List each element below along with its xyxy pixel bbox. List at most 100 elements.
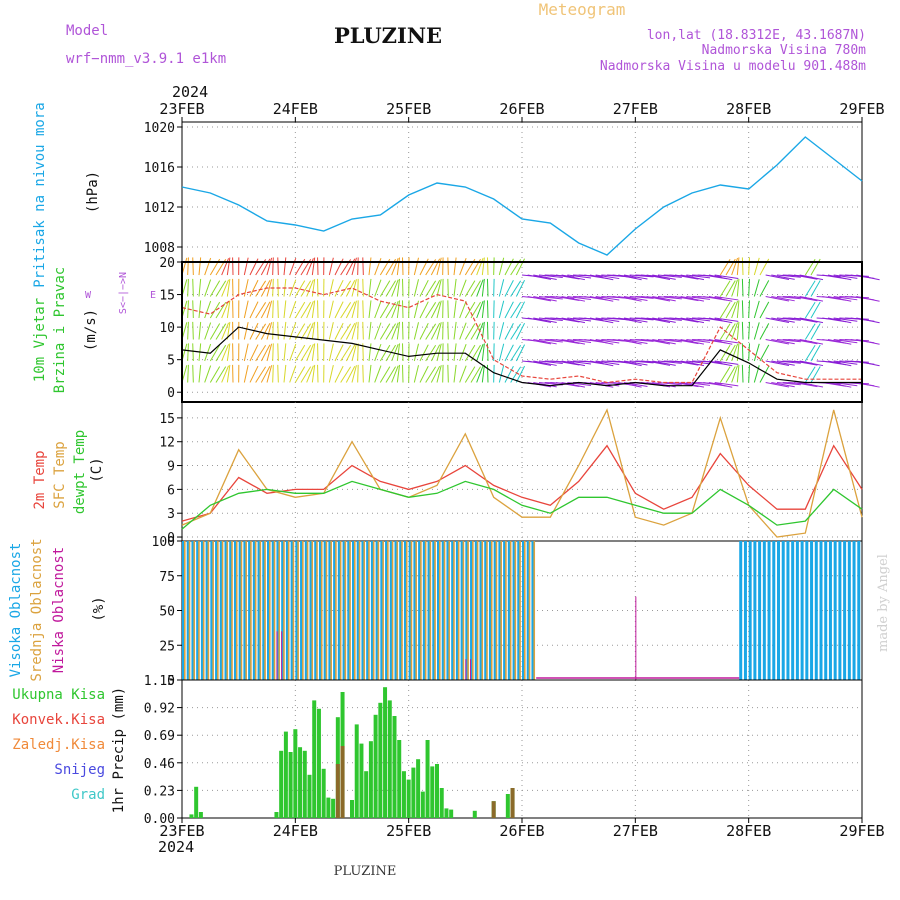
cloud-mid-bar	[528, 541, 531, 680]
wind-arrow	[741, 321, 744, 340]
wind-arrow	[419, 279, 429, 297]
cloud-high-bar	[243, 541, 247, 680]
cloud-mid-bar	[278, 541, 281, 680]
cloud-legend-1: Visoka Oblacnost	[8, 543, 24, 678]
wind-arrow	[776, 296, 801, 300]
cloud-mid-bar	[273, 541, 276, 680]
wind-arrow	[833, 274, 858, 279]
cloud-high-bar	[479, 541, 483, 680]
wind-arrow	[486, 278, 489, 297]
precip-total-bar	[279, 750, 284, 818]
temp-legend-2: SFC Temp	[52, 441, 68, 508]
wind-arrow	[759, 366, 770, 383]
wind-arrow	[215, 344, 227, 362]
wind-arrow	[776, 381, 801, 386]
cloud-mid-bar	[311, 541, 314, 680]
precip-total-bar	[449, 809, 454, 818]
wind-arrow	[283, 321, 287, 340]
wind-arrow	[215, 323, 227, 340]
precip-legend-conv: Konvek.Kisa	[12, 712, 105, 728]
wind-ytick-label: 10	[159, 321, 175, 336]
wind-arrow	[731, 279, 739, 297]
cloud-high-bar	[342, 541, 346, 680]
precip-total-bar	[406, 779, 411, 818]
wind-arrow	[476, 343, 484, 362]
wind-arrow	[731, 365, 739, 383]
wind-arrow	[804, 301, 816, 319]
wind-arrow	[362, 321, 364, 340]
wind-arrow	[589, 296, 614, 302]
wind-arrow	[748, 321, 750, 340]
wind-arrow	[187, 257, 189, 276]
wind-arrow	[277, 364, 279, 383]
wind-arrow	[306, 344, 314, 362]
wind-arrow	[413, 279, 420, 297]
wind-arrow	[555, 317, 580, 323]
cloud-high-bar	[488, 541, 492, 680]
cloud-high-bar	[819, 541, 823, 680]
wind-arrow	[266, 322, 273, 340]
precip-ytick-label: 0.00	[144, 812, 175, 827]
wind-arrow	[294, 366, 306, 383]
cloud-mid-bar	[453, 541, 455, 680]
wind-arrow	[731, 343, 739, 362]
wind-arrow	[753, 279, 760, 297]
cloud-high-bar	[777, 541, 780, 680]
wind-ytick-label: 15	[159, 289, 175, 304]
wind-arrow	[226, 300, 231, 319]
cloud-high-bar	[838, 541, 842, 680]
cloud-high-bar	[182, 541, 185, 680]
cloud-high-bar	[758, 541, 762, 680]
wind-arrow	[328, 300, 334, 319]
wind-arrow	[833, 338, 858, 344]
wind-arrow	[555, 274, 580, 280]
wind-arrow	[243, 365, 249, 383]
temperature-ytick-label: 6	[167, 483, 175, 498]
wind-arrow	[765, 317, 790, 324]
wind-arrow	[504, 344, 514, 362]
wind-arrow	[674, 317, 699, 323]
wind-arrow	[567, 317, 592, 322]
wind-arrow	[856, 296, 880, 302]
wind-arrow	[289, 365, 297, 383]
wind-arrow	[340, 280, 352, 297]
cloud-mid-bar	[335, 541, 337, 680]
cloud-ytick-label: 75	[159, 570, 175, 585]
cloud-high-bar	[805, 541, 809, 680]
wind-arrow	[504, 365, 514, 383]
wind-arrow	[447, 300, 449, 319]
cloud-mid-bar	[424, 541, 427, 680]
wind-arrow	[657, 296, 682, 300]
cloud-mid-bar	[476, 541, 479, 680]
wind-arrow	[646, 296, 671, 302]
precip-conv-bar	[340, 746, 345, 818]
wind-arrow	[753, 257, 760, 276]
wind-arrow	[453, 257, 457, 276]
cloud-high-bar	[309, 541, 313, 680]
cloud-mid-bar	[306, 541, 309, 680]
wind-arrow	[759, 344, 770, 362]
cloud-mid-bar	[505, 541, 507, 680]
wind-arrow	[306, 365, 314, 383]
wind-arrow	[753, 322, 760, 340]
cloud-mid-bar	[486, 541, 488, 680]
wind-arrow	[368, 278, 372, 297]
wind-arrow	[419, 344, 429, 362]
wind-arrow	[334, 344, 344, 362]
wind-arrow	[436, 300, 442, 319]
wind-arrow	[249, 344, 259, 362]
cloud-mid-bar	[287, 541, 290, 680]
cloud-high-bar	[427, 541, 431, 680]
wind-arrow	[481, 257, 485, 276]
cloud-high-bar	[238, 541, 242, 680]
wind-arrow	[771, 338, 795, 345]
cloud-mid-bar	[363, 541, 366, 680]
wind-arrow	[555, 381, 580, 387]
wind-arrow	[289, 279, 297, 297]
cloud-high-bar	[446, 541, 450, 680]
wind-arrow	[510, 345, 522, 362]
cloud-high-bar	[210, 541, 214, 680]
cloud-high-bar	[437, 541, 440, 680]
cloud-high-bar	[290, 541, 294, 680]
cloud-high-bar	[512, 541, 516, 680]
